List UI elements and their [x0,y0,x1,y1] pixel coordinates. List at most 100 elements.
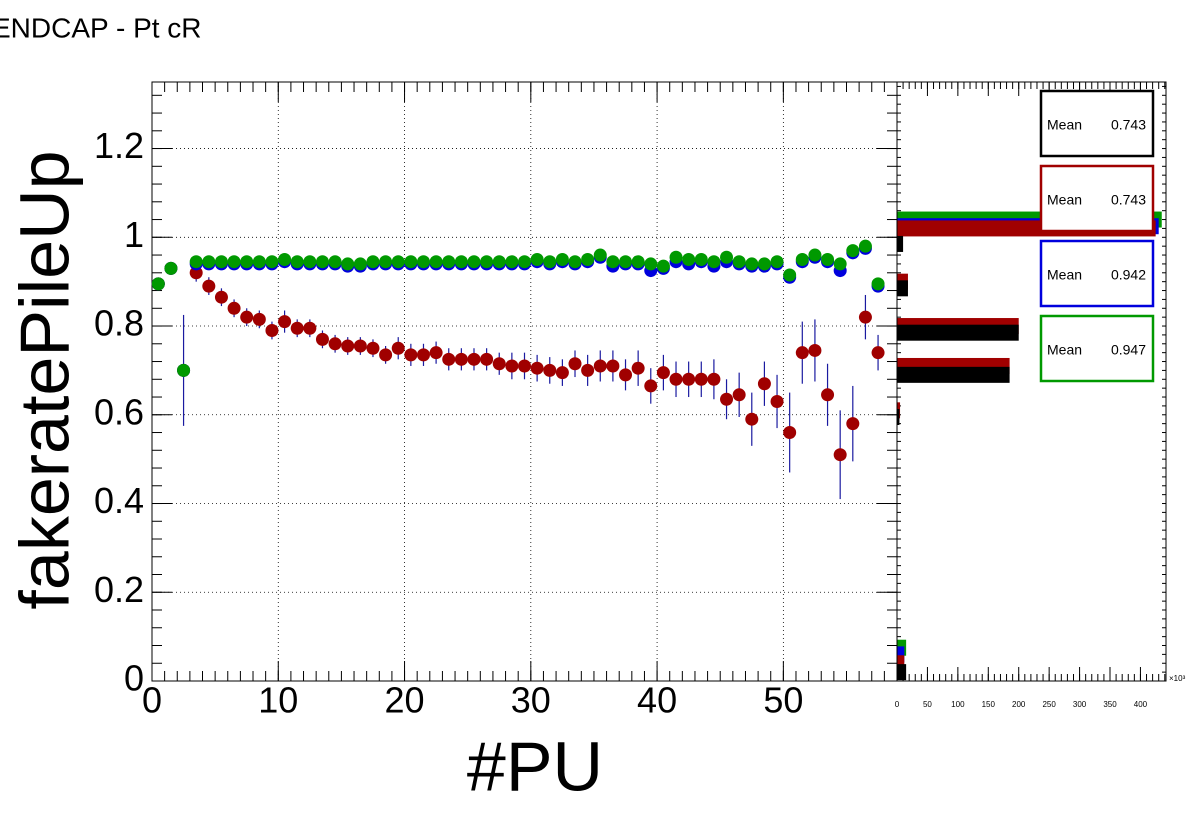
marker [214,255,228,269]
marker [416,348,430,362]
marker [619,368,633,382]
y-tick-label: 0 [124,658,144,699]
x-axis-title: #PU [467,727,603,805]
marker [379,255,393,269]
stat-box [1039,239,1155,308]
marker [858,239,872,253]
marker [555,252,569,266]
marker [290,255,304,269]
stat-box [1039,314,1155,383]
marker [328,255,342,269]
x-tick-label: 150 [982,700,996,709]
stat-value: 0.947 [1111,342,1146,358]
marker [606,359,620,373]
marker [214,290,228,304]
marker [151,277,165,291]
marker [303,255,317,269]
marker [669,372,683,386]
marker [416,255,430,269]
marker [404,255,418,269]
stat-label: Mean [1047,117,1082,133]
marker [846,244,860,258]
marker [694,252,708,266]
marker [518,255,531,269]
marker [429,346,443,360]
x-tick-label: 300 [1073,700,1087,709]
marker [707,372,721,386]
marker [467,352,481,366]
marker [303,321,317,335]
plot-frame [896,81,1167,682]
marker [442,255,456,269]
marker [518,359,531,373]
x-unit-label: ×10³ [1169,674,1186,683]
marker [631,255,645,269]
y-tick-label: 0.2 [94,569,144,610]
marker [391,341,405,355]
x-tick-label: 30 [511,680,551,721]
y-tick-label: 0.4 [94,480,144,521]
marker [833,257,847,271]
marker [745,257,759,271]
marker [530,252,544,266]
bar [897,646,905,663]
marker [189,255,203,269]
marker [808,343,822,357]
marker [593,248,607,262]
x-tick-label: 50 [923,700,932,709]
marker [505,359,519,373]
marker [240,310,254,324]
marker [732,255,746,269]
marker [821,388,835,402]
marker [720,392,734,406]
y-axis-title: fakeratePileUp [5,150,83,609]
marker [581,363,595,377]
marker [720,250,734,264]
marker [328,337,342,351]
x-tick-label: 250 [1042,700,1056,709]
marker [568,357,582,371]
y-tick-label: 1 [124,214,144,255]
bar [897,324,1019,341]
marker [492,255,506,269]
marker [379,348,393,362]
marker [202,255,216,269]
marker [593,359,607,373]
x-tick-label: 200 [1012,700,1026,709]
marker [252,312,266,326]
marker [783,268,797,282]
marker [606,255,620,269]
stat-box [1039,164,1155,233]
marker [480,255,494,269]
marker [619,255,633,269]
marker [644,379,658,393]
marker [202,279,216,293]
marker [757,377,771,391]
marker [795,252,809,266]
marker [808,248,822,262]
x-tick-label: 0 [895,700,900,709]
marker [391,255,405,269]
marker [353,257,367,271]
marker [177,363,191,377]
marker [492,357,506,371]
marker [555,366,569,380]
marker [871,277,885,291]
marker [694,372,708,386]
marker [656,259,670,273]
x-tick-label: 100 [951,700,965,709]
stat-value: 0.743 [1111,117,1146,133]
marker [858,310,872,324]
bar [897,408,900,425]
marker [644,257,658,271]
marker [770,394,784,408]
marker [707,255,721,269]
x-tick-label: 350 [1103,700,1117,709]
marker [290,321,304,335]
marker [543,255,557,269]
x-tick-label: 20 [385,680,425,721]
marker [454,255,468,269]
marker [543,363,557,377]
marker [480,352,494,366]
